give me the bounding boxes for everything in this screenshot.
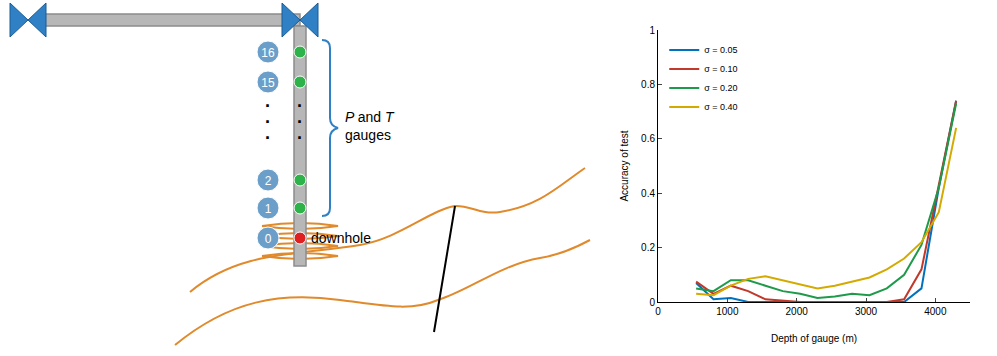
svg-text:0: 0 xyxy=(649,297,655,308)
svg-text:σ = 0.10: σ = 0.10 xyxy=(704,64,737,74)
svg-text:·: · xyxy=(265,128,271,148)
svg-text:Depth of gauge (m): Depth of gauge (m) xyxy=(771,333,857,344)
svg-text:0.4: 0.4 xyxy=(641,188,655,199)
svg-text:0.8: 0.8 xyxy=(641,79,655,90)
svg-text:2: 2 xyxy=(265,174,272,188)
svg-text:σ = 0.40: σ = 0.40 xyxy=(704,102,737,112)
svg-text:0: 0 xyxy=(655,306,661,317)
svg-text:1: 1 xyxy=(649,25,655,36)
svg-text:16: 16 xyxy=(261,46,275,60)
svg-text:0: 0 xyxy=(265,232,272,246)
svg-text:gauges: gauges xyxy=(345,127,391,143)
svg-text:Accuracy of test: Accuracy of test xyxy=(619,130,630,201)
svg-text:3000: 3000 xyxy=(855,306,878,317)
svg-text:downhole: downhole xyxy=(311,230,371,246)
svg-text:1: 1 xyxy=(265,202,272,216)
svg-text:σ = 0.05: σ = 0.05 xyxy=(704,45,737,55)
svg-text:P and T: P and T xyxy=(345,109,395,125)
svg-text:·: · xyxy=(297,128,303,148)
svg-text:2000: 2000 xyxy=(786,306,809,317)
svg-text:σ = 0.20: σ = 0.20 xyxy=(704,83,737,93)
svg-text:0.6: 0.6 xyxy=(641,133,655,144)
svg-text:4000: 4000 xyxy=(924,306,947,317)
svg-text:1000: 1000 xyxy=(716,306,739,317)
svg-text:15: 15 xyxy=(261,76,275,90)
svg-text:0.2: 0.2 xyxy=(641,242,655,253)
